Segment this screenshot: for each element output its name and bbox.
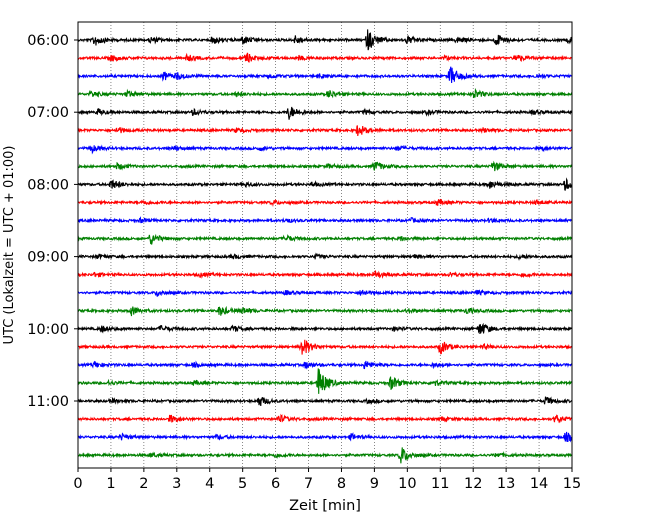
x-tick-label-2: 2 — [139, 476, 148, 492]
trace-0715 — [77, 125, 573, 137]
trace-0930 — [77, 288, 573, 297]
x-axis-label: Zeit [min] — [289, 498, 361, 514]
seismic-traces — [77, 29, 573, 464]
trace-1030 — [77, 360, 573, 370]
y-tick-label-10:00: 10:00 — [27, 322, 69, 338]
trace-1000 — [77, 322, 573, 335]
trace-0730 — [77, 144, 573, 155]
x-tick-label-10: 10 — [398, 476, 416, 492]
x-tick-label-0: 0 — [73, 476, 82, 492]
trace-1100 — [77, 396, 573, 406]
x-axis-ticks: 0 1 2 3 4 5 6 7 8 9 10 11 12 13 14 15 — [73, 468, 581, 492]
x-tick-label-9: 9 — [370, 476, 379, 492]
trace-0615 — [77, 52, 573, 63]
x-tick-label-7: 7 — [304, 476, 313, 492]
y-tick-label-08:00: 08:00 — [27, 177, 69, 193]
trace-1115 — [77, 413, 573, 424]
trace-0745 — [77, 160, 573, 172]
x-tick-label-15: 15 — [563, 476, 581, 492]
grid-lines — [110, 22, 540, 468]
trace-0830 — [77, 216, 573, 224]
x-tick-label-11: 11 — [431, 476, 449, 492]
y-axis-label: UTC (Lokalzeit = UTC + 01:00) — [2, 146, 17, 345]
trace-1045 — [77, 368, 573, 394]
y-tick-label-11:00: 11:00 — [27, 394, 69, 410]
x-tick-label-8: 8 — [337, 476, 346, 492]
trace-0915 — [77, 270, 573, 279]
y-axis-ticks: 06:00 07:00 08:00 09:00 10:00 11:00 — [27, 33, 78, 410]
trace-1015 — [77, 339, 573, 355]
x-tick-label-4: 4 — [205, 476, 214, 492]
trace-0815 — [77, 198, 573, 208]
trace-0900 — [77, 252, 573, 261]
x-tick-label-1: 1 — [106, 476, 115, 492]
y-tick-label-07:00: 07:00 — [27, 105, 69, 121]
trace-0700 — [77, 106, 573, 120]
trace-0800 — [77, 177, 573, 191]
x-tick-label-6: 6 — [271, 476, 280, 492]
trace-1145 — [77, 447, 573, 464]
x-tick-label-14: 14 — [530, 476, 548, 492]
x-tick-label-3: 3 — [172, 476, 181, 492]
x-tick-label-13: 13 — [497, 476, 515, 492]
y-tick-label-06:00: 06:00 — [27, 33, 69, 49]
plot-frame — [77, 21, 573, 469]
trace-1130 — [77, 431, 573, 443]
trace-0600 — [77, 29, 573, 51]
trace-0945 — [77, 305, 573, 317]
x-tick-label-5: 5 — [238, 476, 247, 492]
x-tick-label-12: 12 — [464, 476, 482, 492]
trace-0645 — [77, 87, 573, 99]
y-tick-label-09:00: 09:00 — [27, 250, 69, 266]
trace-0845 — [77, 233, 573, 245]
trace-0630 — [77, 66, 573, 84]
